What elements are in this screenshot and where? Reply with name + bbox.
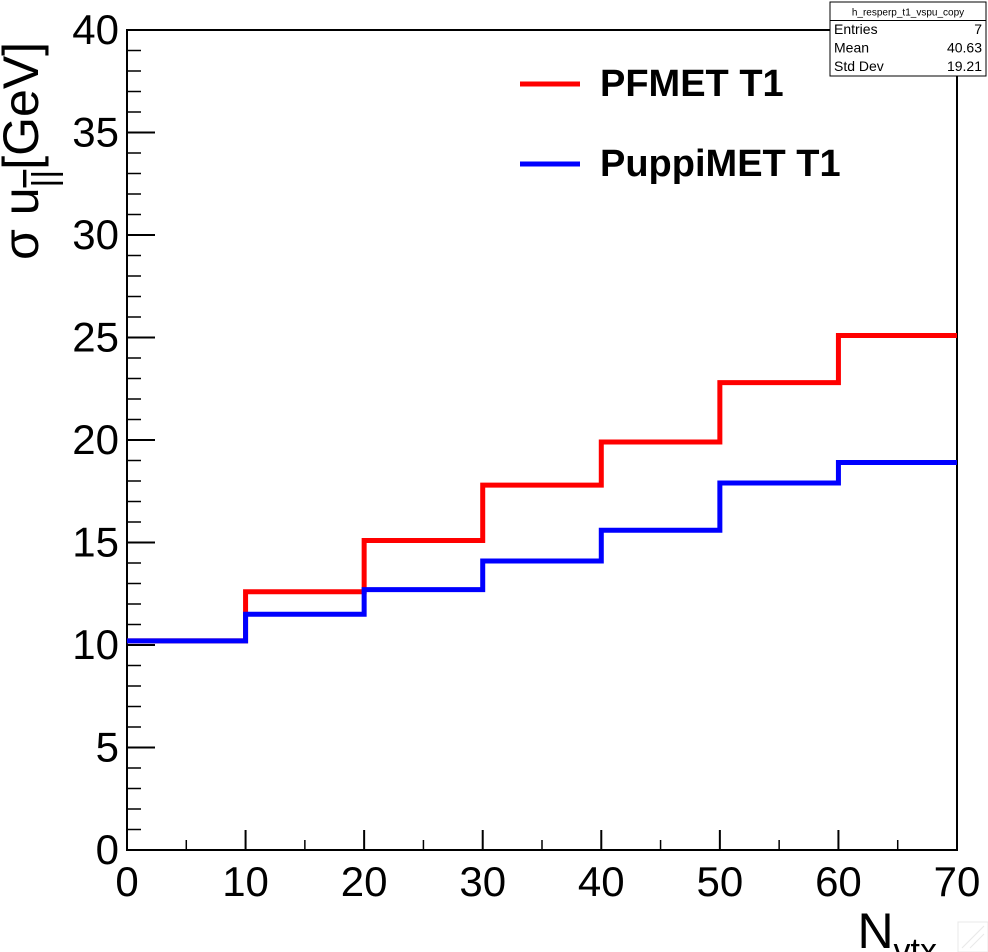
y-tick-label: 35 (72, 109, 119, 156)
x-tick-label: 20 (341, 858, 388, 905)
x-tick-label: 10 (222, 858, 269, 905)
y-tick-label: 15 (72, 519, 119, 566)
canvas-corner-icon (958, 922, 988, 952)
y-tick-label: 10 (72, 621, 119, 668)
x-tick-label: 60 (815, 858, 862, 905)
stat-row-label: Entries (834, 21, 878, 37)
stat-row-value: 19.21 (947, 58, 982, 74)
stat-row-value: 7 (974, 21, 982, 37)
legend-label: PuppiMET T1 (600, 143, 841, 185)
x-axis-title: Nvtx (857, 903, 937, 952)
y-tick-label: 20 (72, 416, 119, 463)
legend-label: PFMET T1 (600, 63, 784, 105)
stat-row-label: Std Dev (834, 58, 884, 74)
y-tick-label: 30 (72, 211, 119, 258)
y-tick-label: 25 (72, 314, 119, 361)
legend-swatch (520, 82, 580, 87)
stat-row-value: 40.63 (947, 40, 982, 56)
chart-svg: 010203040506070Nvtx0510152025303540σ u||… (0, 0, 988, 952)
series-0 (127, 335, 957, 640)
x-tick-label: 30 (459, 858, 506, 905)
x-tick-label: 50 (696, 858, 743, 905)
y-tick-label: 0 (96, 826, 119, 873)
stat-title: h_resperp_t1_vspu_copy (852, 8, 964, 19)
stat-row-label: Mean (834, 40, 869, 56)
x-tick-label: 70 (934, 858, 981, 905)
legend-swatch (520, 162, 580, 167)
svg-text:σ u||[GeV]: σ u||[GeV] (0, 42, 64, 260)
y-tick-label: 5 (96, 724, 119, 771)
x-tick-label: 40 (578, 858, 625, 905)
y-tick-label: 40 (72, 6, 119, 53)
y-axis-title: σ u||[GeV] (0, 42, 64, 260)
series-1 (127, 463, 957, 641)
